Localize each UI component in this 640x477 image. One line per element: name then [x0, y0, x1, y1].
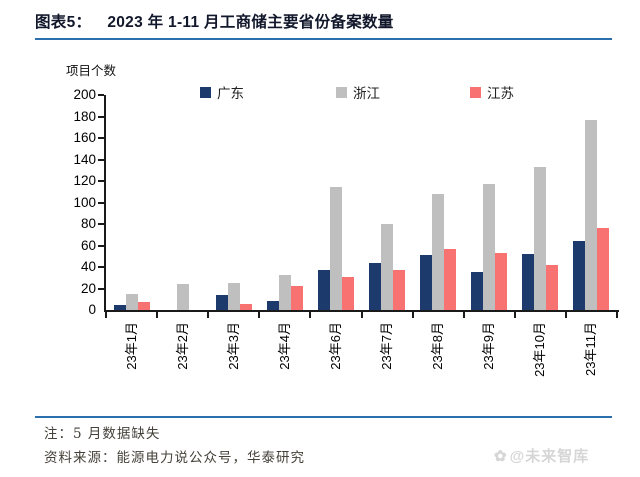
bar-浙江-23年9月 — [483, 184, 496, 310]
bar-浙江-23年10月 — [534, 167, 547, 310]
x-tick — [105, 312, 107, 318]
x-axis-label: 23年11月 — [583, 322, 599, 376]
bar-浙江-23年2月 — [176, 284, 189, 310]
y-tick — [98, 115, 104, 118]
bar-江苏-23年10月 — [546, 264, 559, 310]
bar-江苏-23年8月 — [444, 248, 457, 310]
bar-广东-23年6月 — [317, 270, 330, 310]
watermark-logo-icon: ✿ — [494, 448, 508, 465]
x-axis-label: 23年8月 — [430, 322, 446, 370]
x-axis-label: 23年10月 — [532, 322, 548, 377]
bar-江苏-23年1月 — [137, 302, 150, 310]
y-tick-label: 120 — [73, 173, 96, 188]
y-tick — [98, 244, 104, 247]
x-axis-label: 23年1月 — [123, 322, 139, 370]
footer-divider — [35, 416, 612, 418]
bar-广东-23年8月 — [420, 255, 433, 310]
y-tick-label: 200 — [73, 87, 96, 102]
legend-item-江苏: 江苏 — [470, 84, 514, 101]
bar-江苏-23年9月 — [495, 253, 508, 310]
y-tick-label: 60 — [80, 237, 96, 253]
y-tick-label: 140 — [73, 151, 96, 167]
x-tick — [513, 312, 516, 318]
chart-note: 注：5 月数据缺失 — [44, 426, 161, 442]
watermark-text: @未来智库 — [509, 448, 590, 465]
y-axis-unit-label: 项目个数 — [66, 63, 117, 78]
y-tick-label: 80 — [80, 216, 96, 231]
legend-swatch — [200, 86, 211, 98]
bar-浙江-23年6月 — [329, 187, 342, 310]
y-tick-label: 160 — [73, 130, 96, 145]
x-tick — [309, 312, 312, 318]
x-axis-label: 23年9月 — [481, 322, 497, 370]
x-axis-label: 23年6月 — [327, 322, 343, 370]
figure-title: 2023 年 1-11 月工商储主要省份备案数量 — [107, 14, 394, 31]
legend-item-浙江: 浙江 — [336, 84, 380, 101]
legend-swatch — [336, 86, 347, 98]
x-tick — [564, 312, 567, 318]
legend-swatch — [470, 86, 481, 98]
watermark: ✿ @未来智库 — [494, 445, 589, 466]
bar-广东-23年9月 — [471, 272, 484, 310]
y-axis-line — [104, 95, 106, 312]
bar-江苏-23年6月 — [341, 276, 354, 310]
bar-江苏-23年4月 — [290, 286, 303, 310]
figure-title-row: 图表5： 2023 年 1-11 月工商储主要省份备案数量 — [35, 10, 612, 40]
bar-广东-23年11月 — [573, 241, 586, 310]
bar-浙江-23年3月 — [227, 283, 240, 310]
y-tick-label: 0 — [88, 302, 96, 317]
legend-label: 浙江 — [353, 86, 380, 101]
y-tick — [98, 223, 104, 225]
x-axis-label: 23年3月 — [225, 322, 241, 370]
legend-label: 广东 — [217, 86, 244, 101]
figure-label: 图表5： — [35, 14, 92, 31]
legend-item-广东: 广东 — [200, 84, 244, 101]
x-axis-label: 23年2月 — [174, 322, 190, 370]
y-tick-label: 100 — [73, 194, 96, 210]
bar-浙江-23年1月 — [125, 293, 138, 310]
x-tick — [156, 312, 159, 318]
y-tick — [98, 287, 104, 290]
x-tick — [258, 312, 261, 318]
y-tick — [98, 137, 104, 139]
bar-浙江-23年7月 — [381, 224, 394, 310]
y-tick — [98, 180, 104, 182]
x-tick — [616, 312, 618, 318]
x-axis-label: 23年7月 — [379, 322, 395, 370]
y-tick-label: 40 — [80, 259, 96, 274]
x-tick — [411, 312, 414, 318]
legend-label: 江苏 — [487, 86, 514, 101]
y-tick — [98, 158, 104, 161]
bar-江苏-23年3月 — [239, 303, 252, 310]
bar-浙江-23年4月 — [278, 274, 291, 310]
x-tick — [207, 312, 210, 318]
x-tick — [360, 312, 363, 318]
bar-广东-23年4月 — [266, 301, 279, 310]
bar-浙江-23年11月 — [585, 119, 598, 310]
x-axis-label: 23年4月 — [276, 322, 292, 370]
bar-浙江-23年8月 — [432, 193, 445, 310]
bar-广东-23年7月 — [369, 262, 382, 310]
y-tick-label: 20 — [80, 280, 96, 296]
bar-广东-23年3月 — [215, 294, 228, 310]
bar-江苏-23年11月 — [597, 228, 610, 310]
y-tick — [98, 266, 104, 268]
y-tick — [98, 94, 104, 96]
source-line: 资料来源：能源电力说公众号，华泰研究 — [44, 450, 305, 466]
x-axis-line — [104, 310, 619, 312]
y-tick — [98, 201, 104, 204]
bar-广东-23年10月 — [522, 254, 535, 310]
y-tick-label: 180 — [73, 108, 96, 124]
bar-广东-23年1月 — [113, 304, 126, 310]
bar-江苏-23年7月 — [393, 270, 406, 310]
x-tick — [462, 312, 465, 318]
